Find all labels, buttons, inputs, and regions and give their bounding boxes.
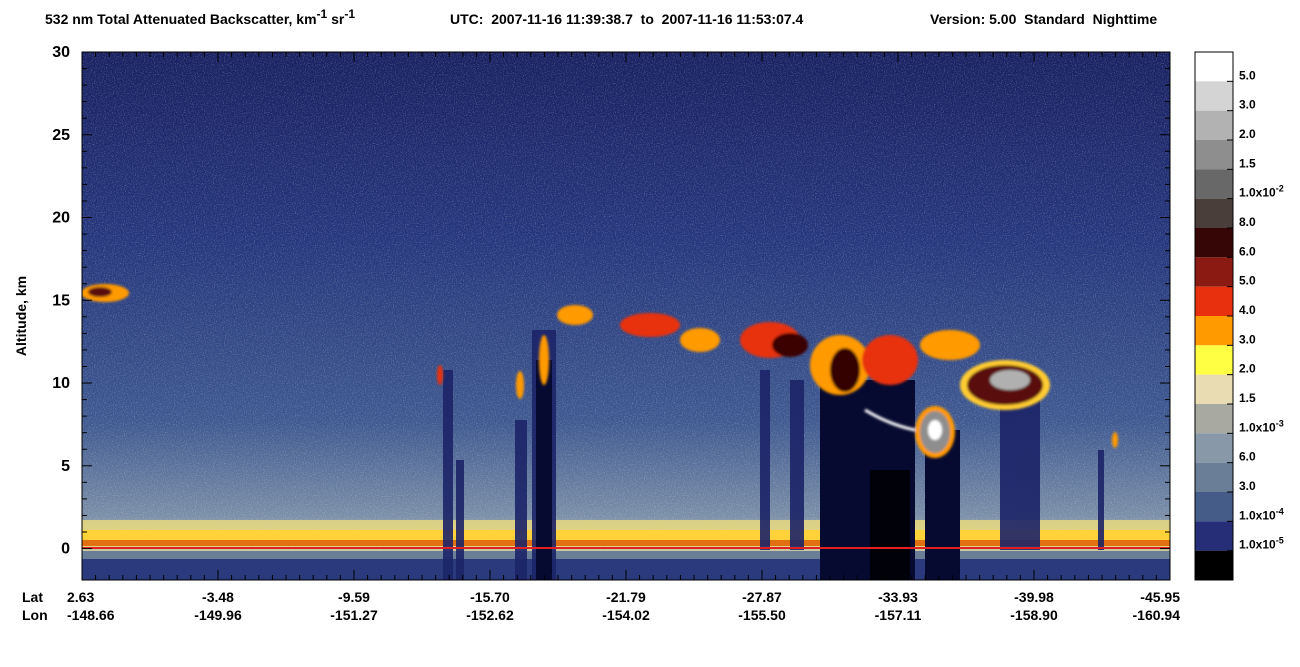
backscatter-image <box>82 52 1170 580</box>
colorbar-swatch <box>1195 169 1233 199</box>
colorbar-swatch <box>1195 52 1233 82</box>
colorbar-swatch <box>1195 433 1233 463</box>
colorbar-swatch <box>1195 81 1233 111</box>
x-tick-label: -157.11 <box>875 607 922 623</box>
colorbar-label: 1.5 <box>1239 391 1256 405</box>
x-tick-label: -27.87 <box>742 589 782 605</box>
x-tick-label: -3.48 <box>202 589 234 605</box>
colorbar-swatch <box>1195 316 1233 346</box>
colorbar-label-sup: -2 <box>1276 184 1284 194</box>
y-tick-label: 0 <box>61 541 70 558</box>
y-tick-label: 20 <box>52 210 70 227</box>
colorbar-swatch <box>1195 404 1233 434</box>
colorbar-label: 2.0 <box>1239 362 1256 376</box>
colorbar-label: 3.0 <box>1239 98 1256 112</box>
x-tick-label: -33.93 <box>878 589 918 605</box>
x-tick-label: -158.90 <box>1010 607 1058 623</box>
colorbar-swatch <box>1195 228 1233 258</box>
title-sup: -1 <box>317 7 328 21</box>
colorbar-swatch <box>1195 198 1233 228</box>
y-tick-label: 30 <box>52 44 70 61</box>
x-tick-label: -155.50 <box>738 607 786 623</box>
x-row-label: Lat <box>22 589 43 605</box>
y-tick-label: 5 <box>61 458 70 475</box>
colorbar-label: 1.0x10-4 <box>1239 506 1284 522</box>
colorbar-label-base: 1.0x10 <box>1239 420 1276 434</box>
x-tick-label: -154.02 <box>602 607 650 623</box>
colorbar-label: 6.0 <box>1239 450 1256 464</box>
colorbar-label-sup: -3 <box>1276 418 1284 428</box>
colorbar-label: 1.0x10-2 <box>1239 184 1284 200</box>
x-tick-label: -45.95 <box>1140 589 1180 605</box>
title-text: sr <box>327 11 345 27</box>
x-tick-label: -21.79 <box>606 589 646 605</box>
colorbar-label: 1.0x10-5 <box>1239 536 1284 552</box>
colorbar-swatch <box>1195 492 1233 522</box>
x-tick-label: -151.27 <box>330 607 378 623</box>
x-tick-label: -39.98 <box>1014 589 1054 605</box>
x-tick-label: -15.70 <box>470 589 510 605</box>
colorbar-label-sup: -4 <box>1276 506 1284 516</box>
colorbar-swatch <box>1195 286 1233 316</box>
colorbar-label: 6.0 <box>1239 244 1256 258</box>
colorbar-swatch <box>1195 521 1233 551</box>
x-tick-label: -152.62 <box>466 607 514 623</box>
colorbar-swatch <box>1195 110 1233 140</box>
title-text: 532 nm Total Attenuated Backscatter, km <box>45 11 317 27</box>
x-row-label: Lon <box>22 607 48 623</box>
utc-range: UTC: 2007-11-16 11:39:38.7 to 2007-11-16… <box>450 11 804 27</box>
y-tick-label: 25 <box>52 127 70 144</box>
colorbar-swatch <box>1195 550 1233 580</box>
y-tick-label: 15 <box>52 292 70 309</box>
colorbar-label: 5.0 <box>1239 274 1256 288</box>
y-tick-label: 10 <box>52 375 70 392</box>
x-tick-label: -149.96 <box>194 607 242 623</box>
title-sup: -1 <box>344 7 355 21</box>
colorbar-swatch <box>1195 374 1233 404</box>
colorbar-label: 2.0 <box>1239 127 1256 141</box>
colorbar-label: 1.5 <box>1239 156 1256 170</box>
colorbar-swatch <box>1195 345 1233 375</box>
y-axis-label: Altitude, km <box>13 276 29 356</box>
colorbar-label: 3.0 <box>1239 332 1256 346</box>
colorbar-label: 4.0 <box>1239 303 1256 317</box>
x-tick-label: -160.94 <box>1133 607 1181 623</box>
colorbar-swatch <box>1195 462 1233 492</box>
x-tick-label: -148.66 <box>67 607 115 623</box>
colorbar-swatch <box>1195 140 1233 170</box>
colorbar-label-base: 1.0x10 <box>1239 538 1276 552</box>
colorbar-swatch <box>1195 257 1233 287</box>
colorbar-label: 5.0 <box>1239 68 1256 82</box>
colorbar-label: 8.0 <box>1239 215 1256 229</box>
chart-title: 532 nm Total Attenuated Backscatter, km-… <box>45 7 355 27</box>
colorbar-label-sup: -5 <box>1276 536 1284 546</box>
x-tick-label: 2.63 <box>67 589 94 605</box>
colorbar-label-base: 1.0x10 <box>1239 508 1276 522</box>
colorbar-label-base: 1.0x10 <box>1239 186 1276 200</box>
colorbar-label: 3.0 <box>1239 479 1256 493</box>
version: Version: 5.00 Standard Nighttime <box>930 11 1157 27</box>
x-tick-label: -9.59 <box>338 589 370 605</box>
colorbar-label: 1.0x10-3 <box>1239 418 1284 434</box>
